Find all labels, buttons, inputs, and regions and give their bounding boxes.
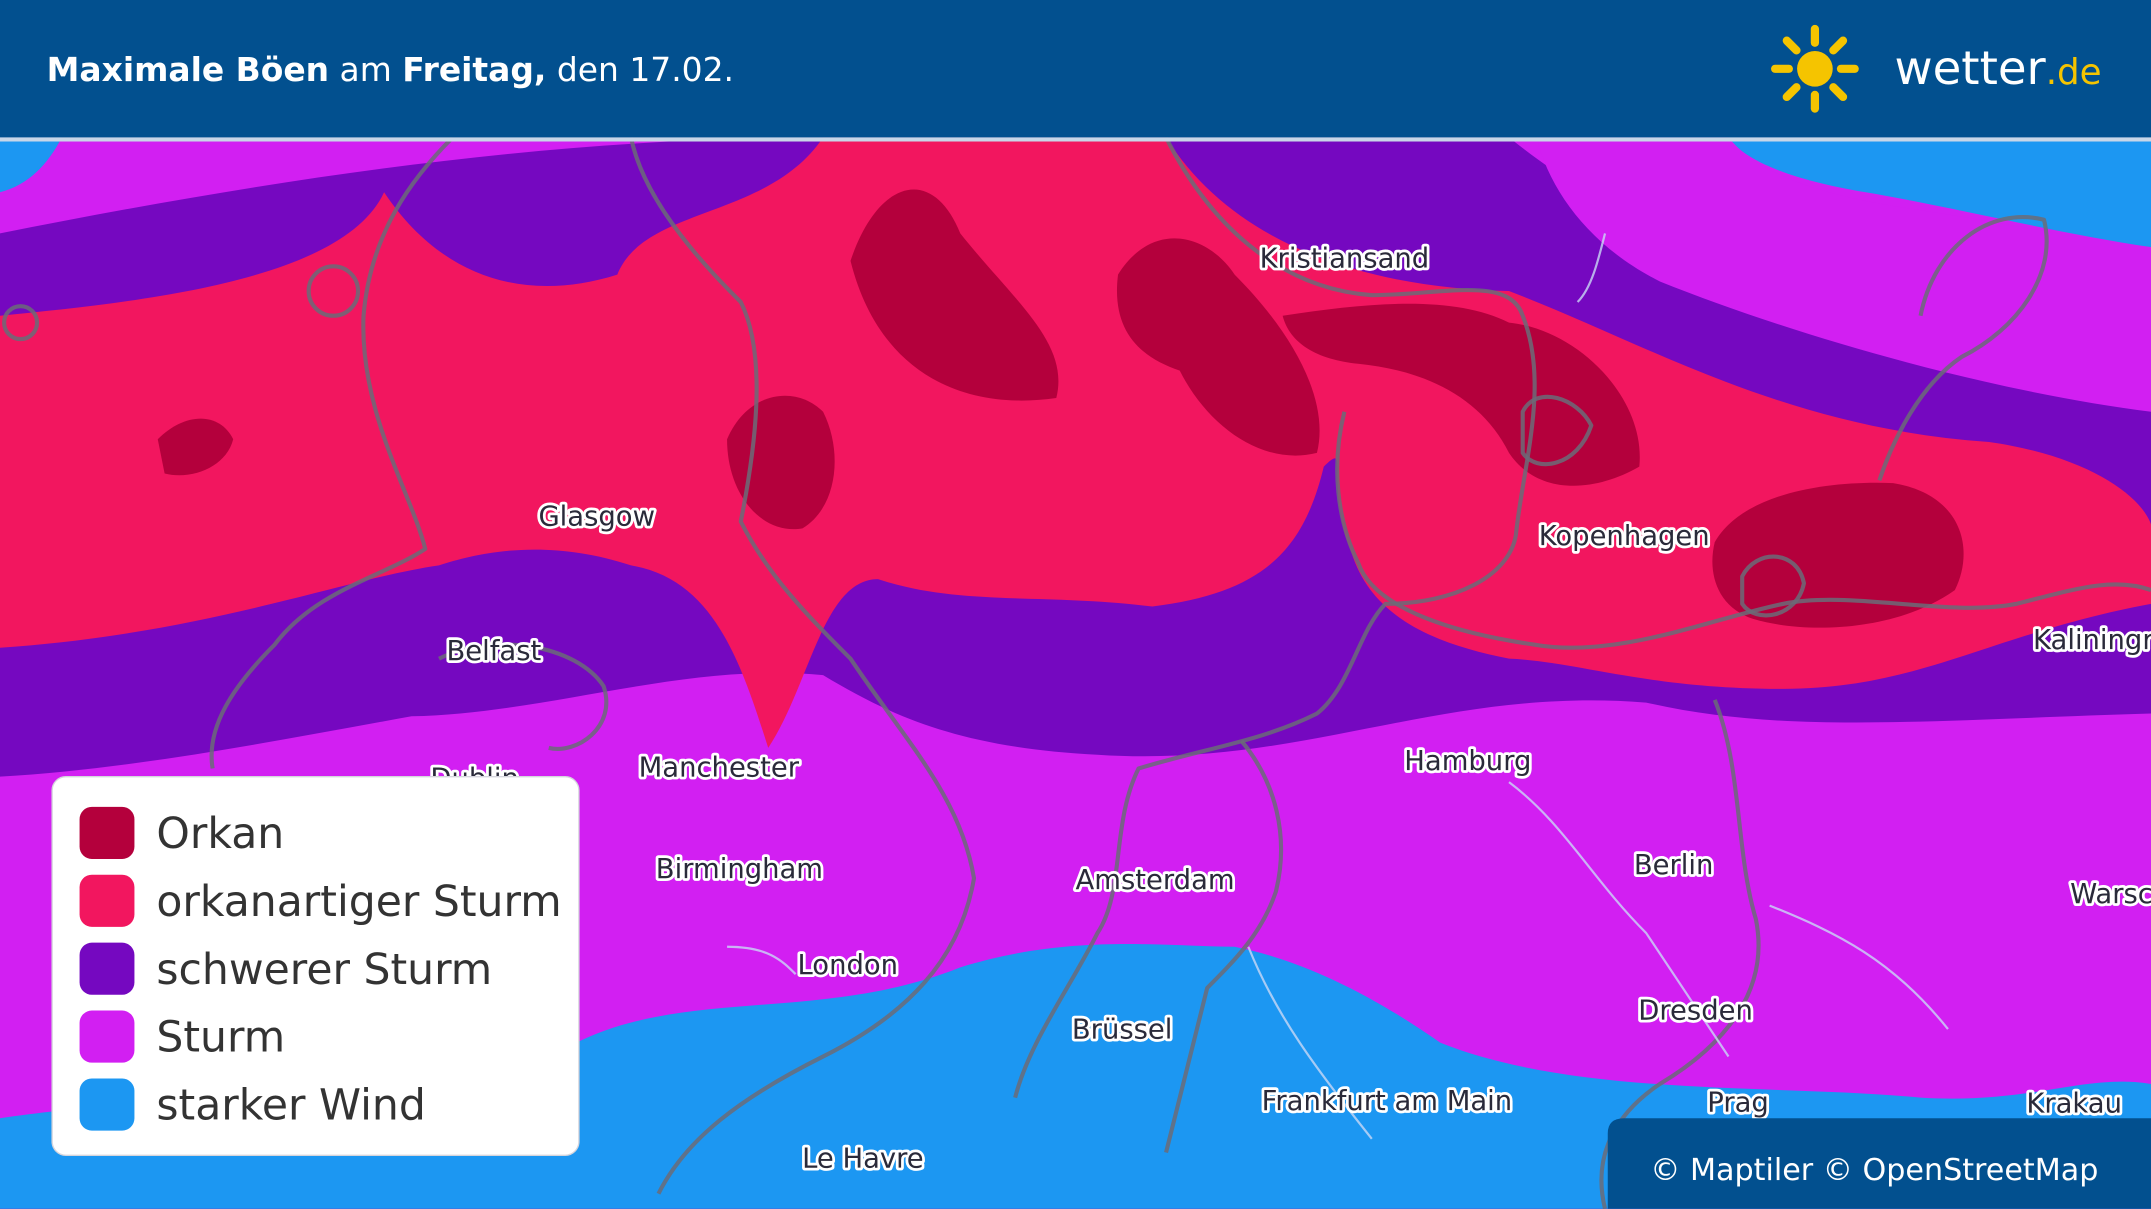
city-label: Manchester xyxy=(639,753,800,784)
city-label: Glasgow xyxy=(538,502,655,533)
attribution: © Maptiler © OpenStreetMap xyxy=(1607,1118,2151,1209)
sun-ray xyxy=(1782,36,1801,55)
city-label: Frankfurt am Main xyxy=(1262,1086,1513,1117)
zone-storm-north xyxy=(1536,137,2151,412)
legend-box xyxy=(51,775,580,1156)
attribution-box xyxy=(1607,1118,2151,1209)
wind-map: Kristiansand Glasgow Kopenhagen Belfast Kali… xyxy=(0,135,2151,1209)
logo-text[interactable]: wetter.de xyxy=(1894,41,2101,95)
city-label: London xyxy=(798,950,899,981)
legend-swatch xyxy=(79,1010,135,1063)
attribution-text[interactable]: © Maptiler © OpenStreetMap xyxy=(1650,1153,2098,1188)
borders xyxy=(2,135,2151,1209)
city-label: Warsc xyxy=(2070,879,2151,910)
header-rule xyxy=(0,137,2151,142)
zone-hurricane-2 xyxy=(1116,238,1320,456)
legend: Orkan orkanartiger Sturm schwerer Sturm Stu… xyxy=(51,775,580,1156)
city-label: Dresden xyxy=(1638,995,1753,1026)
city-label: Belfast xyxy=(446,636,541,667)
legend-swatch xyxy=(79,942,135,995)
city-label: Berlin xyxy=(1634,850,1714,881)
city-label: Kopenhagen xyxy=(1539,521,1710,552)
city-label: Amsterdam xyxy=(1076,865,1235,896)
title-part: Maximale Böen xyxy=(47,50,329,89)
sun-ray xyxy=(1829,36,1848,55)
city-label: Le Havre xyxy=(802,1144,924,1175)
city-label: Kaliningr xyxy=(2033,625,2151,656)
legend-swatch xyxy=(79,874,135,927)
zone-hurricane-6 xyxy=(157,418,234,476)
zone-hurricane-3 xyxy=(1282,303,1640,486)
city-label: Birmingham xyxy=(656,854,823,885)
city-label: Hamburg xyxy=(1404,746,1531,777)
legend-label: Orkan xyxy=(156,810,284,859)
legend-swatch xyxy=(79,806,135,859)
legend-label: Sturm xyxy=(156,1014,285,1063)
city-labels: Kristiansand Glasgow Kopenhagen Belfast Kali… xyxy=(428,241,2151,1177)
logo-suffix[interactable]: .de xyxy=(2046,52,2102,93)
sun-disc xyxy=(1797,50,1833,87)
city-label: Kristiansand xyxy=(1260,244,1430,275)
legend-label: schwerer Sturm xyxy=(156,946,492,995)
title-part: am xyxy=(329,50,402,89)
legend-label: orkanartiger Sturm xyxy=(156,878,561,927)
zone-hurricane-1 xyxy=(850,189,1059,401)
header: Maximale Böen am Freitag, den 17.02. wet… xyxy=(0,0,2151,142)
city-label: Krakau xyxy=(2026,1089,2122,1120)
sun-ray xyxy=(1829,83,1848,102)
zone-hurricane-force-storm xyxy=(0,137,2151,748)
city-label: Prag xyxy=(1707,1087,1769,1118)
header-title: Maximale Böen am Freitag, den 17.02. xyxy=(47,50,734,89)
legend-label: starker Wind xyxy=(156,1082,425,1131)
sun-ray xyxy=(1782,83,1801,102)
logo-sun xyxy=(1771,24,1859,113)
sun-rays xyxy=(1771,24,1859,113)
logo-name[interactable]: wetter xyxy=(1894,41,2046,95)
city-label: Brüssel xyxy=(1072,1015,1173,1046)
title-part: den 17.02. xyxy=(546,50,734,89)
zone-hurricane-4 xyxy=(1712,482,1964,628)
legend-swatch xyxy=(79,1078,135,1131)
title-part: Freitag, xyxy=(402,50,546,89)
